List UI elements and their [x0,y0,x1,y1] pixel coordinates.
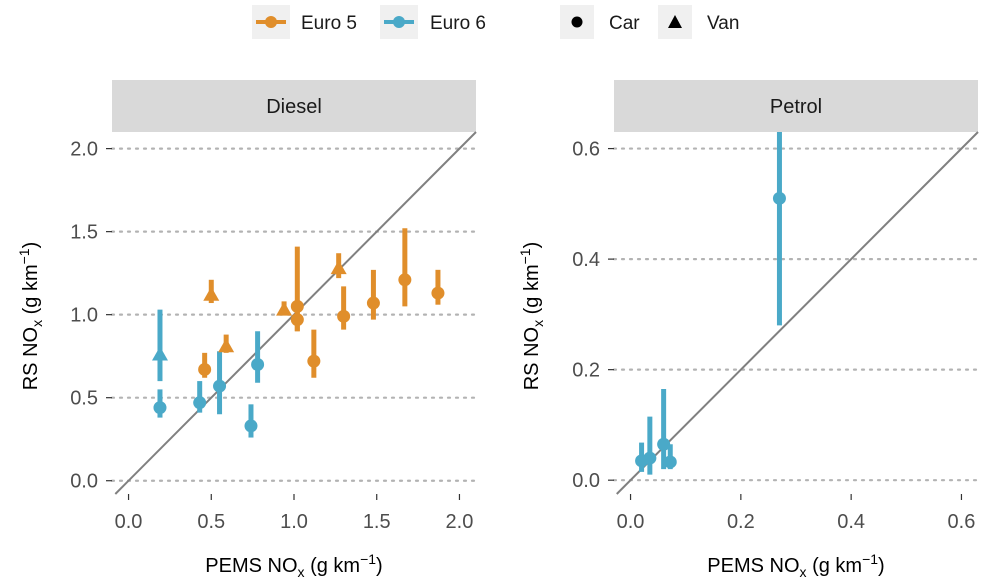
legend-car-dot [571,16,583,28]
diesel-point-van [203,286,220,301]
legend-euro5-dot [265,16,277,28]
diesel-point-van [276,301,293,316]
petrol-x-tick-label: 0.0 [617,511,645,533]
petrol-marks [635,132,786,475]
petrol-ref-line-layer [616,131,979,495]
legend-label-car: Car [609,13,640,34]
diesel-x-tick-label: 0.5 [197,511,225,533]
petrol-y-axis-label: RS NOx (g km−1) [517,242,546,391]
panel-petrol: Petrol 0.0 0.2 0.4 0.6 0.0 0.2 0.4 0.6 RS NOx … [517,80,980,580]
diesel-point-car [290,313,304,327]
petrol-reference-line [616,131,979,495]
diesel-y-tick-label: 1.0 [70,305,98,327]
strip-diesel [112,80,476,132]
legend-label-van: Van [707,13,739,34]
legend-label-euro6: Euro 6 [430,13,486,34]
diesel-y-tick-label: 1.5 [70,222,98,244]
diesel-point-car [244,419,258,433]
diesel-point-car [251,357,265,371]
legend-euro6-dot [393,16,405,28]
diesel-point-car [213,379,227,393]
petrol-y-tick-label: 0.2 [572,360,600,382]
panel-diesel: Diesel 0.0 0.5 1.0 1.5 2.0 0.0 0.5 1.0 1.5 2.0 R… [16,80,478,580]
petrol-y-tick-label: 0.6 [572,139,600,161]
diesel-x-tick-label: 2.0 [446,511,474,533]
diesel-point-car [198,362,212,376]
diesel-y-axis-label: RS NOx (g km−1) [16,242,45,391]
diesel-point-car [366,296,380,310]
diesel-point-car [431,286,445,300]
petrol-y-tick-label: 0.4 [572,249,600,271]
petrol-point-car [635,454,649,468]
petrol-x-axis-label: PEMS NOx (g km−1) [707,551,884,580]
legend: Euro 5 Euro 6 Car Van [252,5,739,39]
petrol-grid [612,147,980,482]
diesel-point-car [153,401,167,415]
legend-van-triangle [668,15,682,28]
petrol-x-tick-label: 0.6 [948,511,976,533]
diesel-point-van [330,260,347,275]
diesel-y-tick-label: 0.0 [70,471,98,493]
diesel-point-car [193,396,207,410]
diesel-point-van [218,338,235,353]
diesel-point-car [290,299,304,313]
diesel-marks [151,228,445,438]
diesel-y-ticks: 0.0 0.5 1.0 1.5 2.0 [70,139,112,493]
diesel-point-van [151,346,168,361]
petrol-y-ticks: 0.0 0.2 0.4 0.6 [572,139,614,492]
diesel-x-tick-label: 1.5 [363,511,391,533]
diesel-x-axis-label: PEMS NOx (g km−1) [205,551,382,580]
diesel-x-tick-label: 0.0 [115,511,143,533]
diesel-point-car [337,309,351,323]
diesel-x-tick-label: 1.0 [280,511,308,533]
strip-label-petrol: Petrol [770,96,822,118]
diesel-x-ticks: 0.0 0.5 1.0 1.5 2.0 [115,494,474,533]
legend-label-euro5: Euro 5 [301,13,357,34]
petrol-point-car [663,455,677,469]
diesel-y-tick-label: 2.0 [70,139,98,161]
strip-petrol [614,80,978,132]
strip-label-diesel: Diesel [266,96,322,118]
petrol-y-tick-label: 0.0 [572,470,600,492]
petrol-x-tick-label: 0.4 [837,511,865,533]
diesel-point-car [398,273,412,287]
petrol-point-car [657,437,671,451]
petrol-point-car [772,191,786,205]
diesel-y-tick-label: 0.5 [70,388,98,410]
petrol-x-tick-label: 0.2 [727,511,755,533]
petrol-x-ticks: 0.0 0.2 0.4 0.6 [617,494,976,533]
diesel-point-car [307,354,321,368]
diesel-grid [110,147,478,482]
